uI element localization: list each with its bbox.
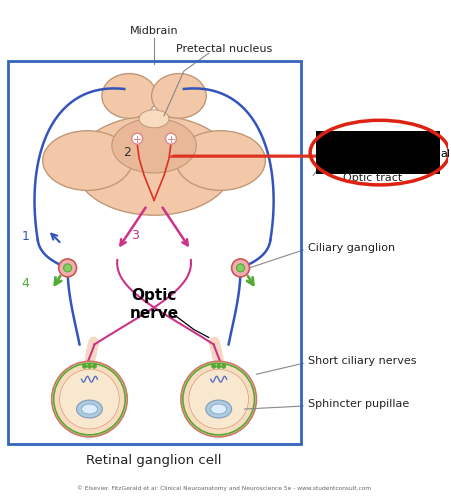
Text: 3: 3 bbox=[131, 228, 139, 241]
Text: al: al bbox=[440, 148, 451, 158]
Text: Short ciliary nerves: Short ciliary nerves bbox=[308, 356, 417, 366]
Ellipse shape bbox=[112, 118, 196, 173]
Ellipse shape bbox=[82, 404, 97, 414]
Ellipse shape bbox=[211, 404, 227, 414]
Circle shape bbox=[64, 264, 72, 272]
Ellipse shape bbox=[77, 400, 102, 418]
Text: 1: 1 bbox=[22, 230, 30, 242]
Text: Sphincter pupillae: Sphincter pupillae bbox=[308, 399, 410, 409]
Ellipse shape bbox=[139, 110, 169, 128]
Ellipse shape bbox=[43, 130, 132, 190]
Circle shape bbox=[216, 364, 221, 369]
Circle shape bbox=[52, 362, 127, 437]
Circle shape bbox=[211, 364, 216, 369]
Text: Retinal ganglion cell: Retinal ganglion cell bbox=[86, 454, 222, 467]
Text: Ciliary ganglion: Ciliary ganglion bbox=[308, 243, 395, 253]
FancyArrowPatch shape bbox=[90, 342, 94, 358]
Circle shape bbox=[237, 264, 244, 272]
Circle shape bbox=[166, 133, 176, 144]
Ellipse shape bbox=[176, 130, 265, 190]
Bar bbox=[316, 130, 440, 174]
Circle shape bbox=[82, 364, 87, 369]
Ellipse shape bbox=[152, 74, 206, 118]
Circle shape bbox=[189, 370, 249, 429]
Circle shape bbox=[87, 364, 92, 369]
Circle shape bbox=[132, 133, 143, 144]
Text: Optic tract: Optic tract bbox=[343, 174, 402, 184]
Ellipse shape bbox=[74, 116, 234, 215]
Circle shape bbox=[92, 364, 97, 369]
FancyArrowPatch shape bbox=[214, 342, 218, 358]
Text: Midbrain: Midbrain bbox=[130, 26, 179, 36]
Circle shape bbox=[181, 362, 257, 437]
Bar bbox=[8, 61, 301, 444]
Circle shape bbox=[232, 259, 249, 277]
Text: 4: 4 bbox=[22, 278, 30, 290]
Text: © Elsevier. FitzGerald et al: Clinical Neuroanatomy and Neuroscience 5e - www.st: © Elsevier. FitzGerald et al: Clinical N… bbox=[77, 486, 371, 492]
Circle shape bbox=[59, 259, 77, 277]
Text: Pretectal nucleus: Pretectal nucleus bbox=[175, 44, 272, 54]
Circle shape bbox=[60, 370, 119, 429]
Text: 2: 2 bbox=[123, 146, 131, 159]
Ellipse shape bbox=[102, 74, 156, 118]
Ellipse shape bbox=[206, 400, 232, 418]
Circle shape bbox=[221, 364, 226, 369]
Text: Optic
nerve: Optic nerve bbox=[129, 288, 179, 321]
